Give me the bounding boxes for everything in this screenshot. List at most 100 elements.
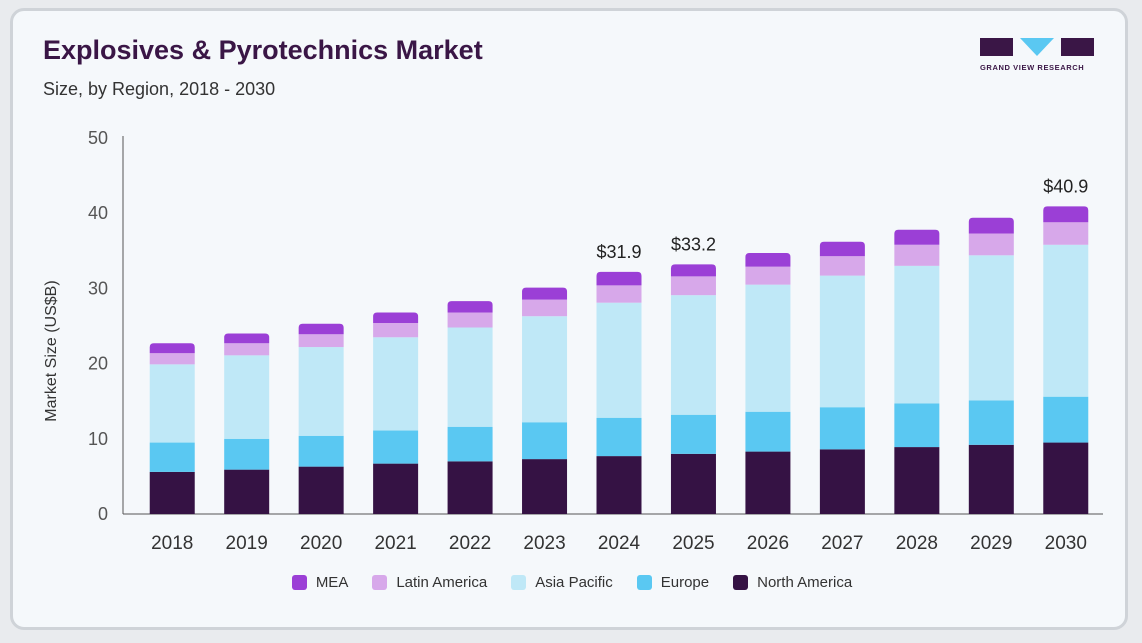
bar-segment-latin-america-2022 [447,312,493,328]
chart-legend: MEA Latin America Asia Pacific Europe No… [13,574,1131,591]
x-tick-label: 2024 [598,533,641,554]
data-label-2025: $33.2 [671,234,716,254]
legend-item-europe: Europe [636,574,709,591]
legend-item-north-america: North America [733,574,852,591]
logo-block-right [1061,38,1094,56]
y-axis-label: Market Size (US$B) [43,280,60,421]
bar-segment-north-america-2022 [447,461,493,514]
bar-segment-asia-pacific-2025 [670,295,716,415]
x-tick-label: 2028 [896,533,938,554]
bar-segment-mea-2022 [447,301,493,313]
bar-segment-latin-america-2018 [149,353,195,365]
bar-segment-europe-2027 [819,407,865,450]
y-tick-label: 10 [88,429,108,449]
y-tick-label: 20 [88,354,108,374]
bar-segment-mea-2028 [894,229,940,245]
x-tick-label: 2026 [747,533,789,554]
bar-segment-asia-pacific-2021 [373,337,419,431]
bar-segment-asia-pacific-2024 [596,302,642,418]
legend-item-asia-pacific: Asia Pacific [511,574,613,591]
x-tick-label: 2025 [672,533,714,554]
bar-segment-north-america-2027 [819,449,865,514]
bar-segment-asia-pacific-2028 [894,265,940,404]
bar-segment-mea-2030 [1043,206,1089,223]
bar-segment-mea-2018 [149,343,195,354]
bar-segment-mea-2024 [596,271,642,286]
legend-item-latin-america: Latin America [372,574,487,591]
chart-subtitle: Size, by Region, 2018 - 2030 [43,79,276,99]
y-tick-label: 30 [88,278,108,298]
bar-segment-mea-2026 [745,253,791,267]
bar-segment-asia-pacific-2030 [1043,244,1089,397]
bar-segment-latin-america-2026 [745,266,791,285]
bar-segment-latin-america-2030 [1043,222,1089,245]
y-tick-label: 50 [88,128,108,148]
bar-segment-europe-2019 [224,438,270,470]
bar-segment-north-america-2021 [373,463,419,514]
data-label-2030: $40.9 [1043,176,1088,196]
legend-label-mea: MEA [315,574,349,591]
bar-segment-latin-america-2023 [522,299,568,317]
bar-segment-asia-pacific-2022 [447,327,493,427]
bar-segment-north-america-2018 [149,471,195,514]
bar-segment-north-america-2019 [224,469,270,514]
bar-segment-europe-2021 [373,430,419,464]
bar-segment-mea-2023 [522,287,568,300]
bar-segment-north-america-2025 [670,453,716,514]
bar-segment-asia-pacific-2029 [968,255,1014,401]
logo-chevron [1020,38,1054,56]
bar-segment-latin-america-2028 [894,244,940,266]
x-tick-label: 2023 [523,533,565,554]
bar-segment-mea-2029 [968,217,1014,234]
bar-segment-europe-2026 [745,411,791,452]
bar-segment-asia-pacific-2027 [819,275,865,408]
legend-swatch-mea [291,575,307,590]
x-tick-label: 2029 [970,533,1012,554]
bar-segment-europe-2023 [522,422,568,460]
bar-segment-europe-2025 [670,414,716,454]
bar-segment-latin-america-2020 [298,334,344,348]
bar-segment-north-america-2023 [522,459,568,514]
bar-segment-north-america-2020 [298,466,344,514]
bar-segment-north-america-2026 [745,451,791,514]
bar-segment-north-america-2030 [1043,442,1089,514]
bar-segment-asia-pacific-2026 [745,284,791,412]
legend-swatch-asia-pacific [511,575,527,590]
legend-swatch-north-america [733,575,749,590]
data-label-2024: $31.9 [596,242,641,262]
x-tick-label: 2020 [300,533,342,554]
bar-segment-europe-2024 [596,417,642,457]
brand-name: GRAND VIEW RESEARCH [980,63,1085,72]
bar-segment-latin-america-2024 [596,285,642,303]
bar-segment-europe-2020 [298,435,344,467]
legend-swatch-latin-america [372,575,388,590]
legend-swatch-europe [636,575,652,590]
bar-segment-europe-2018 [149,442,195,472]
legend-label-asia-pacific: Asia Pacific [535,574,613,591]
chart-card: Explosives & Pyrotechnics Market Size, b… [10,8,1128,630]
bar-segment-latin-america-2027 [819,256,865,276]
bar-segment-latin-america-2021 [373,322,419,338]
y-tick-label: 0 [98,504,108,524]
bar-segment-mea-2019 [224,333,270,344]
bar-segment-asia-pacific-2020 [298,347,344,436]
bar-segment-asia-pacific-2019 [224,355,270,439]
bar-segment-mea-2025 [670,264,716,277]
bar-segment-north-america-2029 [968,444,1014,514]
bar-segment-north-america-2024 [596,456,642,514]
bar-segment-asia-pacific-2018 [149,364,195,443]
bar-segment-latin-america-2029 [968,233,1014,256]
bar-segment-mea-2021 [373,312,419,323]
x-tick-label: 2019 [226,533,268,554]
bar-segment-europe-2030 [1043,396,1089,443]
x-tick-label: 2018 [151,533,193,554]
bar-segment-latin-america-2025 [670,276,716,296]
x-tick-label: 2030 [1045,533,1087,554]
bar-segment-mea-2027 [819,241,865,257]
bar-segment-mea-2020 [298,323,344,335]
bar-segment-europe-2022 [447,426,493,462]
logo-block-left [980,38,1013,56]
bar-segment-north-america-2028 [894,447,940,514]
legend-label-latin-america: Latin America [396,574,488,591]
